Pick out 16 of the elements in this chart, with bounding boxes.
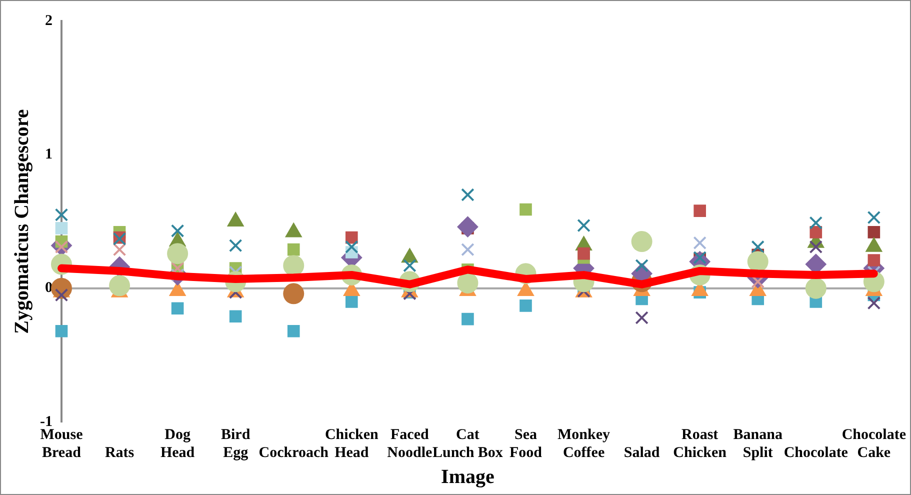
- x-tick-label: Salad: [624, 444, 660, 461]
- x-tick-label: Chocolate: [784, 444, 848, 461]
- x-tick-label: Faced Noodle: [387, 426, 433, 461]
- y-tick-label: 2: [44, 12, 52, 29]
- x-tick-label: Rats: [104, 444, 134, 461]
- x-tick-label: Banana Split: [733, 426, 783, 461]
- x-tick-label: Cockroach: [258, 444, 330, 461]
- x-tick-label: Dog Head: [160, 426, 196, 461]
- x-tick-label: Sea Food: [509, 426, 543, 461]
- x-tick-label: Roast Chicken: [673, 426, 728, 461]
- y-tick-label: 1: [44, 146, 52, 163]
- x-tick-label: Monkey Coffee: [558, 426, 611, 461]
- x-tick-label: Cat Lunch Box: [432, 426, 504, 461]
- y-axis-title: Zygomaticus Changescore: [11, 109, 34, 334]
- x-axis-title: Image: [441, 466, 494, 488]
- x-tick-label: Bird Egg: [220, 426, 251, 461]
